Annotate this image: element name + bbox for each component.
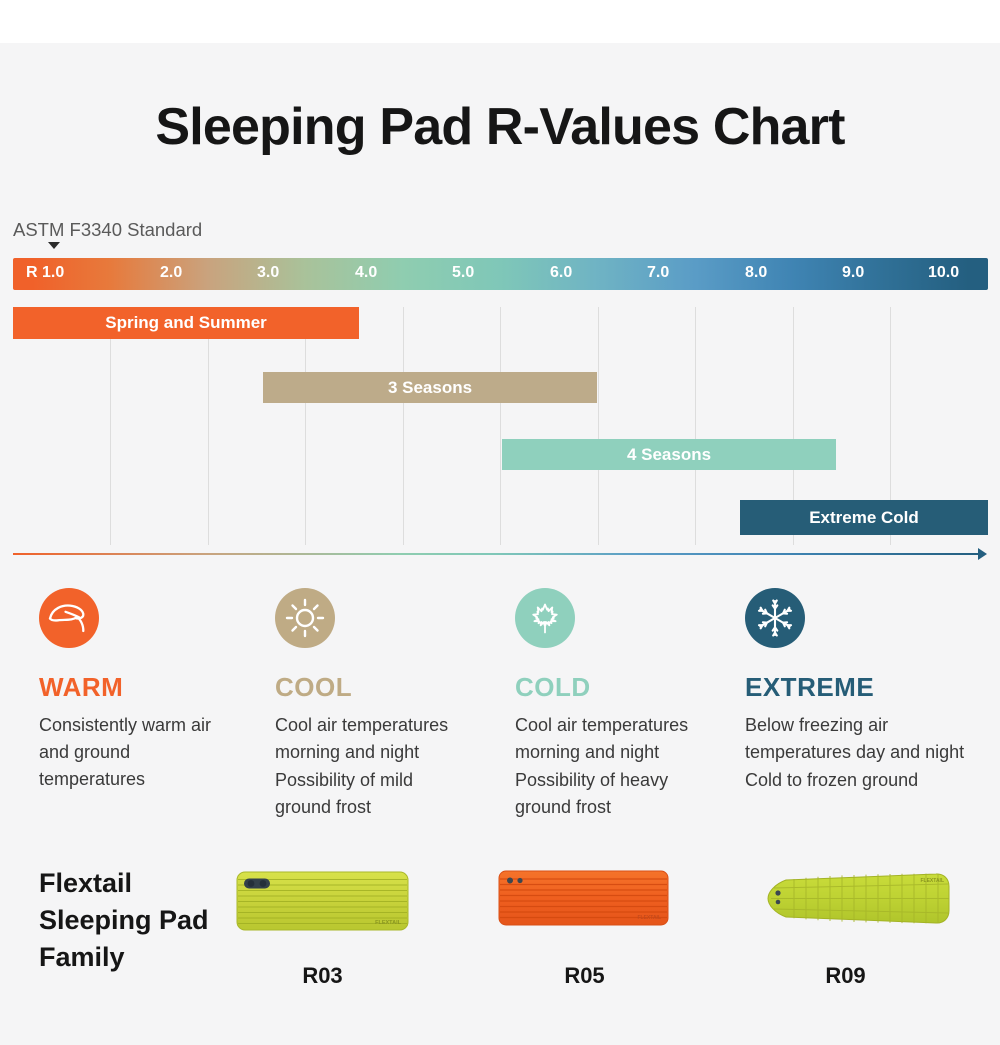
svg-text:FLEXTAIL: FLEXTAIL: [920, 878, 944, 884]
svg-text:FLEXTAIL: FLEXTAIL: [637, 915, 661, 921]
svg-text:FLEXTAIL: FLEXTAIL: [375, 920, 402, 926]
